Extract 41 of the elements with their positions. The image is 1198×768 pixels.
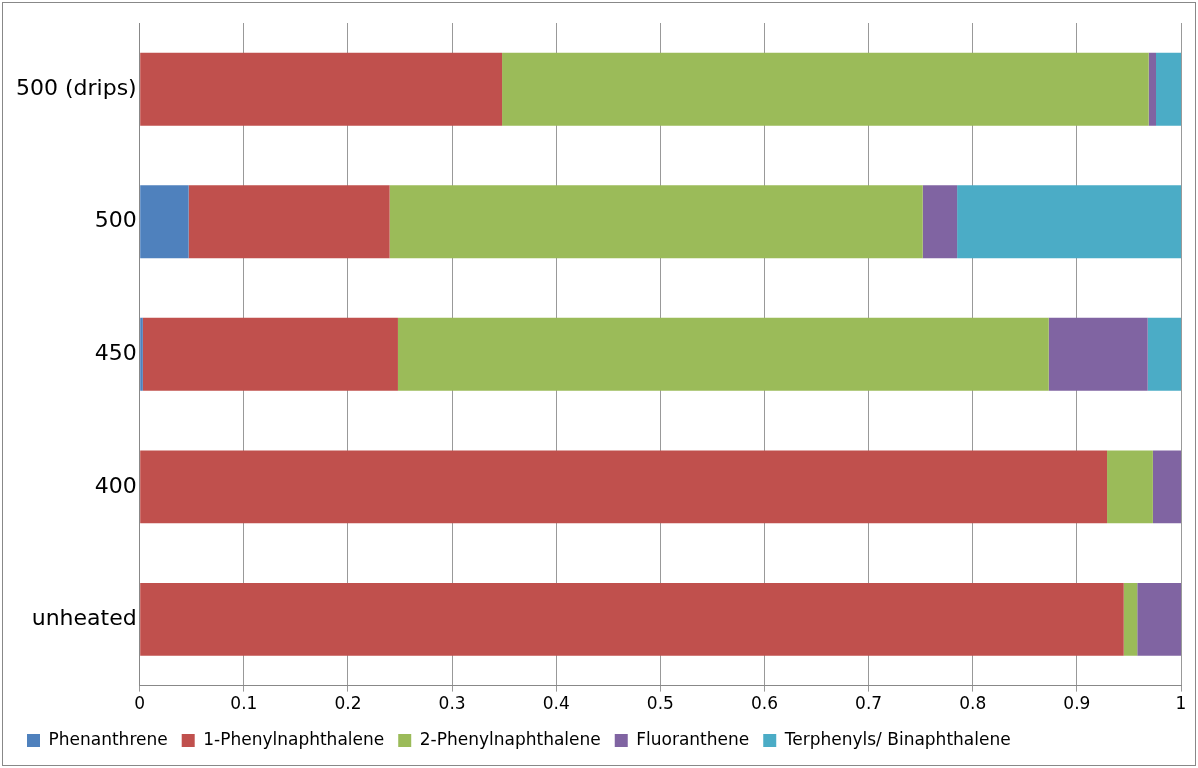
bar — [1107, 450, 1153, 524]
y-tick-label: unheated — [31, 605, 137, 631]
x-tick-label: 0.1 — [230, 693, 258, 714]
y-tick-label: 500 (drips) — [16, 74, 137, 100]
bar — [389, 185, 923, 259]
x-tick-label: 0.8 — [959, 693, 987, 714]
bar — [397, 317, 1049, 391]
x-tick-label: 0.9 — [1063, 693, 1091, 714]
bar — [1123, 582, 1138, 656]
bar — [140, 582, 1124, 656]
bar — [922, 185, 958, 259]
y-tick-label: 500 — [94, 207, 137, 233]
legend-label: 1-Phenylnaphthalene — [203, 728, 385, 749]
bar — [1148, 52, 1157, 126]
bar — [188, 185, 390, 259]
bar — [957, 185, 1181, 259]
x-tick-label: 0.7 — [855, 693, 883, 714]
bar — [1152, 450, 1181, 524]
x-tick-label: 0.4 — [542, 693, 570, 714]
y-tick-label: 400 — [94, 472, 137, 498]
bar — [1137, 582, 1181, 656]
bar — [140, 450, 1108, 524]
x-tick-label: 0.6 — [750, 693, 778, 714]
bar — [140, 317, 143, 391]
bar — [140, 185, 189, 259]
bar — [140, 52, 503, 126]
bar — [1048, 317, 1148, 391]
x-tick-label: 0.3 — [438, 693, 466, 714]
bar — [1156, 52, 1181, 126]
x-tick-label: 0.2 — [334, 693, 362, 714]
bar — [142, 317, 398, 391]
x-tick-label: 0 — [134, 693, 146, 714]
x-tick-label: 1 — [1175, 693, 1187, 714]
legend-label: 2-Phenylnaphthalene — [419, 728, 601, 749]
legend-label: Phenanthrene — [48, 728, 168, 749]
legend-label: Fluoranthene — [636, 728, 750, 749]
y-tick-label: 450 — [94, 340, 137, 366]
bar — [1147, 317, 1181, 391]
legend-label: Terphenyls/ Binaphthalene — [783, 728, 1011, 749]
x-tick-label: 0.5 — [646, 693, 674, 714]
bar — [502, 52, 1149, 126]
